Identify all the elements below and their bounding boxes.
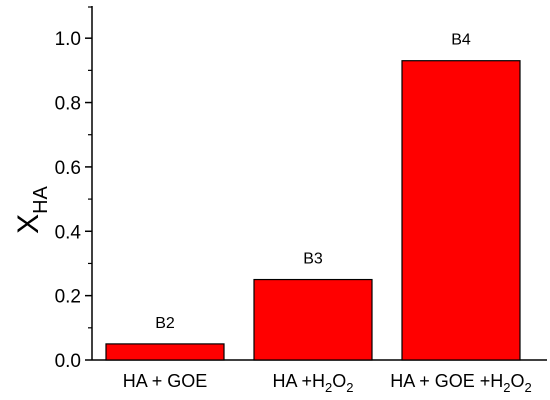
y-ticks-group: 0.0 0.2 0.4 0.6 0.8 1.0 <box>55 6 92 372</box>
y-axis-title: XHA <box>12 185 52 233</box>
y-tick-label: 0.6 <box>55 158 81 179</box>
y-tick-label: 1.0 <box>55 29 81 50</box>
bar-data-label: B3 <box>303 251 323 268</box>
y-axis-title-subscript: HA <box>30 185 52 213</box>
bar-data-label: B2 <box>155 315 175 332</box>
bars-group: B2 B3 B4 <box>105 32 521 361</box>
x-categories-group: HA + GOE HA +H2O2 HA + GOE +H2O2 <box>123 371 532 395</box>
bar <box>253 278 373 361</box>
y-axis-title-main: X <box>12 214 45 234</box>
y-tick-label: 0.8 <box>55 94 81 115</box>
y-tick-label: 0.0 <box>55 351 81 372</box>
bar <box>401 60 521 361</box>
y-tick-label: 0.4 <box>55 222 82 243</box>
bar-data-label: B4 <box>451 32 471 49</box>
x-category-label: HA + GOE +H2O2 <box>390 371 532 395</box>
bar <box>105 343 225 361</box>
x-category-label: HA + GOE <box>123 371 208 391</box>
y-tick-label: 0.2 <box>55 287 81 308</box>
x-category-label: HA +H2O2 <box>272 371 353 395</box>
